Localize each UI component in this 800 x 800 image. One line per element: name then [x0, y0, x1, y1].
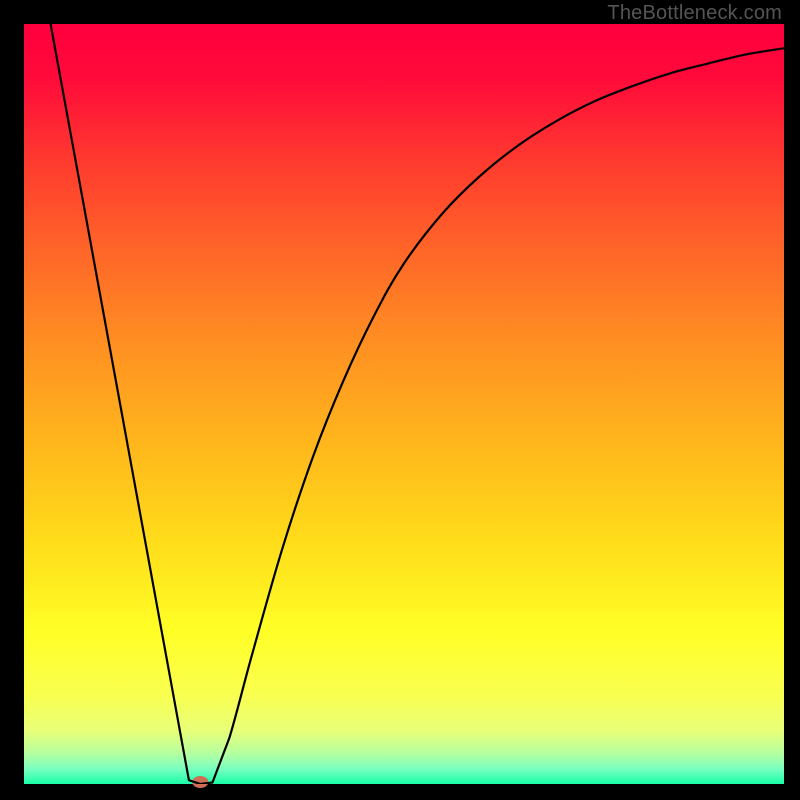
bottleneck-chart: TheBottleneck.com — [0, 0, 800, 800]
chart-background — [24, 24, 784, 784]
watermark: TheBottleneck.com — [607, 2, 782, 25]
chart-svg — [0, 0, 800, 800]
